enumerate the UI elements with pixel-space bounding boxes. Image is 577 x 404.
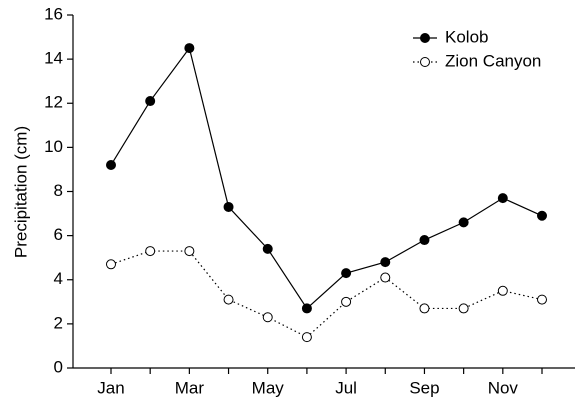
x-tick-label: Jul	[335, 378, 357, 397]
data-point	[184, 43, 195, 54]
series-line	[110, 250, 543, 338]
data-point	[262, 312, 273, 323]
x-tick-label: Mar	[175, 378, 205, 397]
data-point	[301, 332, 312, 343]
y-tick-label: 2	[54, 313, 63, 332]
data-point	[341, 268, 352, 279]
y-tick-label: 6	[54, 225, 63, 244]
data-point	[458, 217, 469, 228]
legend-label: Kolob	[445, 27, 488, 46]
data-point	[106, 259, 116, 270]
x-tick-label: May	[252, 378, 285, 397]
data-point	[537, 210, 547, 221]
data-point	[145, 246, 156, 257]
y-tick-label: 10	[44, 137, 63, 156]
legend-marker	[420, 33, 430, 43]
data-point	[106, 160, 116, 171]
data-point	[380, 272, 391, 283]
data-point	[145, 96, 156, 107]
y-tick-label: 8	[54, 181, 63, 200]
data-point	[419, 235, 430, 246]
y-tick-label: 4	[54, 269, 63, 288]
data-point	[537, 294, 547, 305]
y-tick-label: 0	[54, 357, 63, 376]
data-point	[419, 303, 430, 314]
y-tick-label: 14	[44, 49, 63, 68]
data-point	[301, 303, 312, 314]
data-point	[497, 285, 508, 296]
y-tick-label: 16	[44, 4, 63, 23]
data-point	[262, 243, 273, 254]
x-tick-label: Sep	[409, 378, 439, 397]
legend-label: Zion Canyon	[445, 51, 541, 70]
legend-marker	[420, 57, 430, 67]
y-tick-label: 12	[44, 93, 63, 112]
data-point	[341, 296, 352, 307]
data-point	[458, 303, 469, 314]
data-point	[223, 201, 234, 212]
series-line	[110, 46, 543, 310]
y-axis-label: Precipitation (cm)	[11, 126, 30, 258]
data-point	[184, 246, 195, 257]
data-point	[380, 257, 391, 268]
x-tick-label: Jan	[97, 378, 124, 397]
x-tick-label: Nov	[488, 378, 519, 397]
data-point	[497, 193, 508, 204]
data-point	[223, 294, 234, 305]
